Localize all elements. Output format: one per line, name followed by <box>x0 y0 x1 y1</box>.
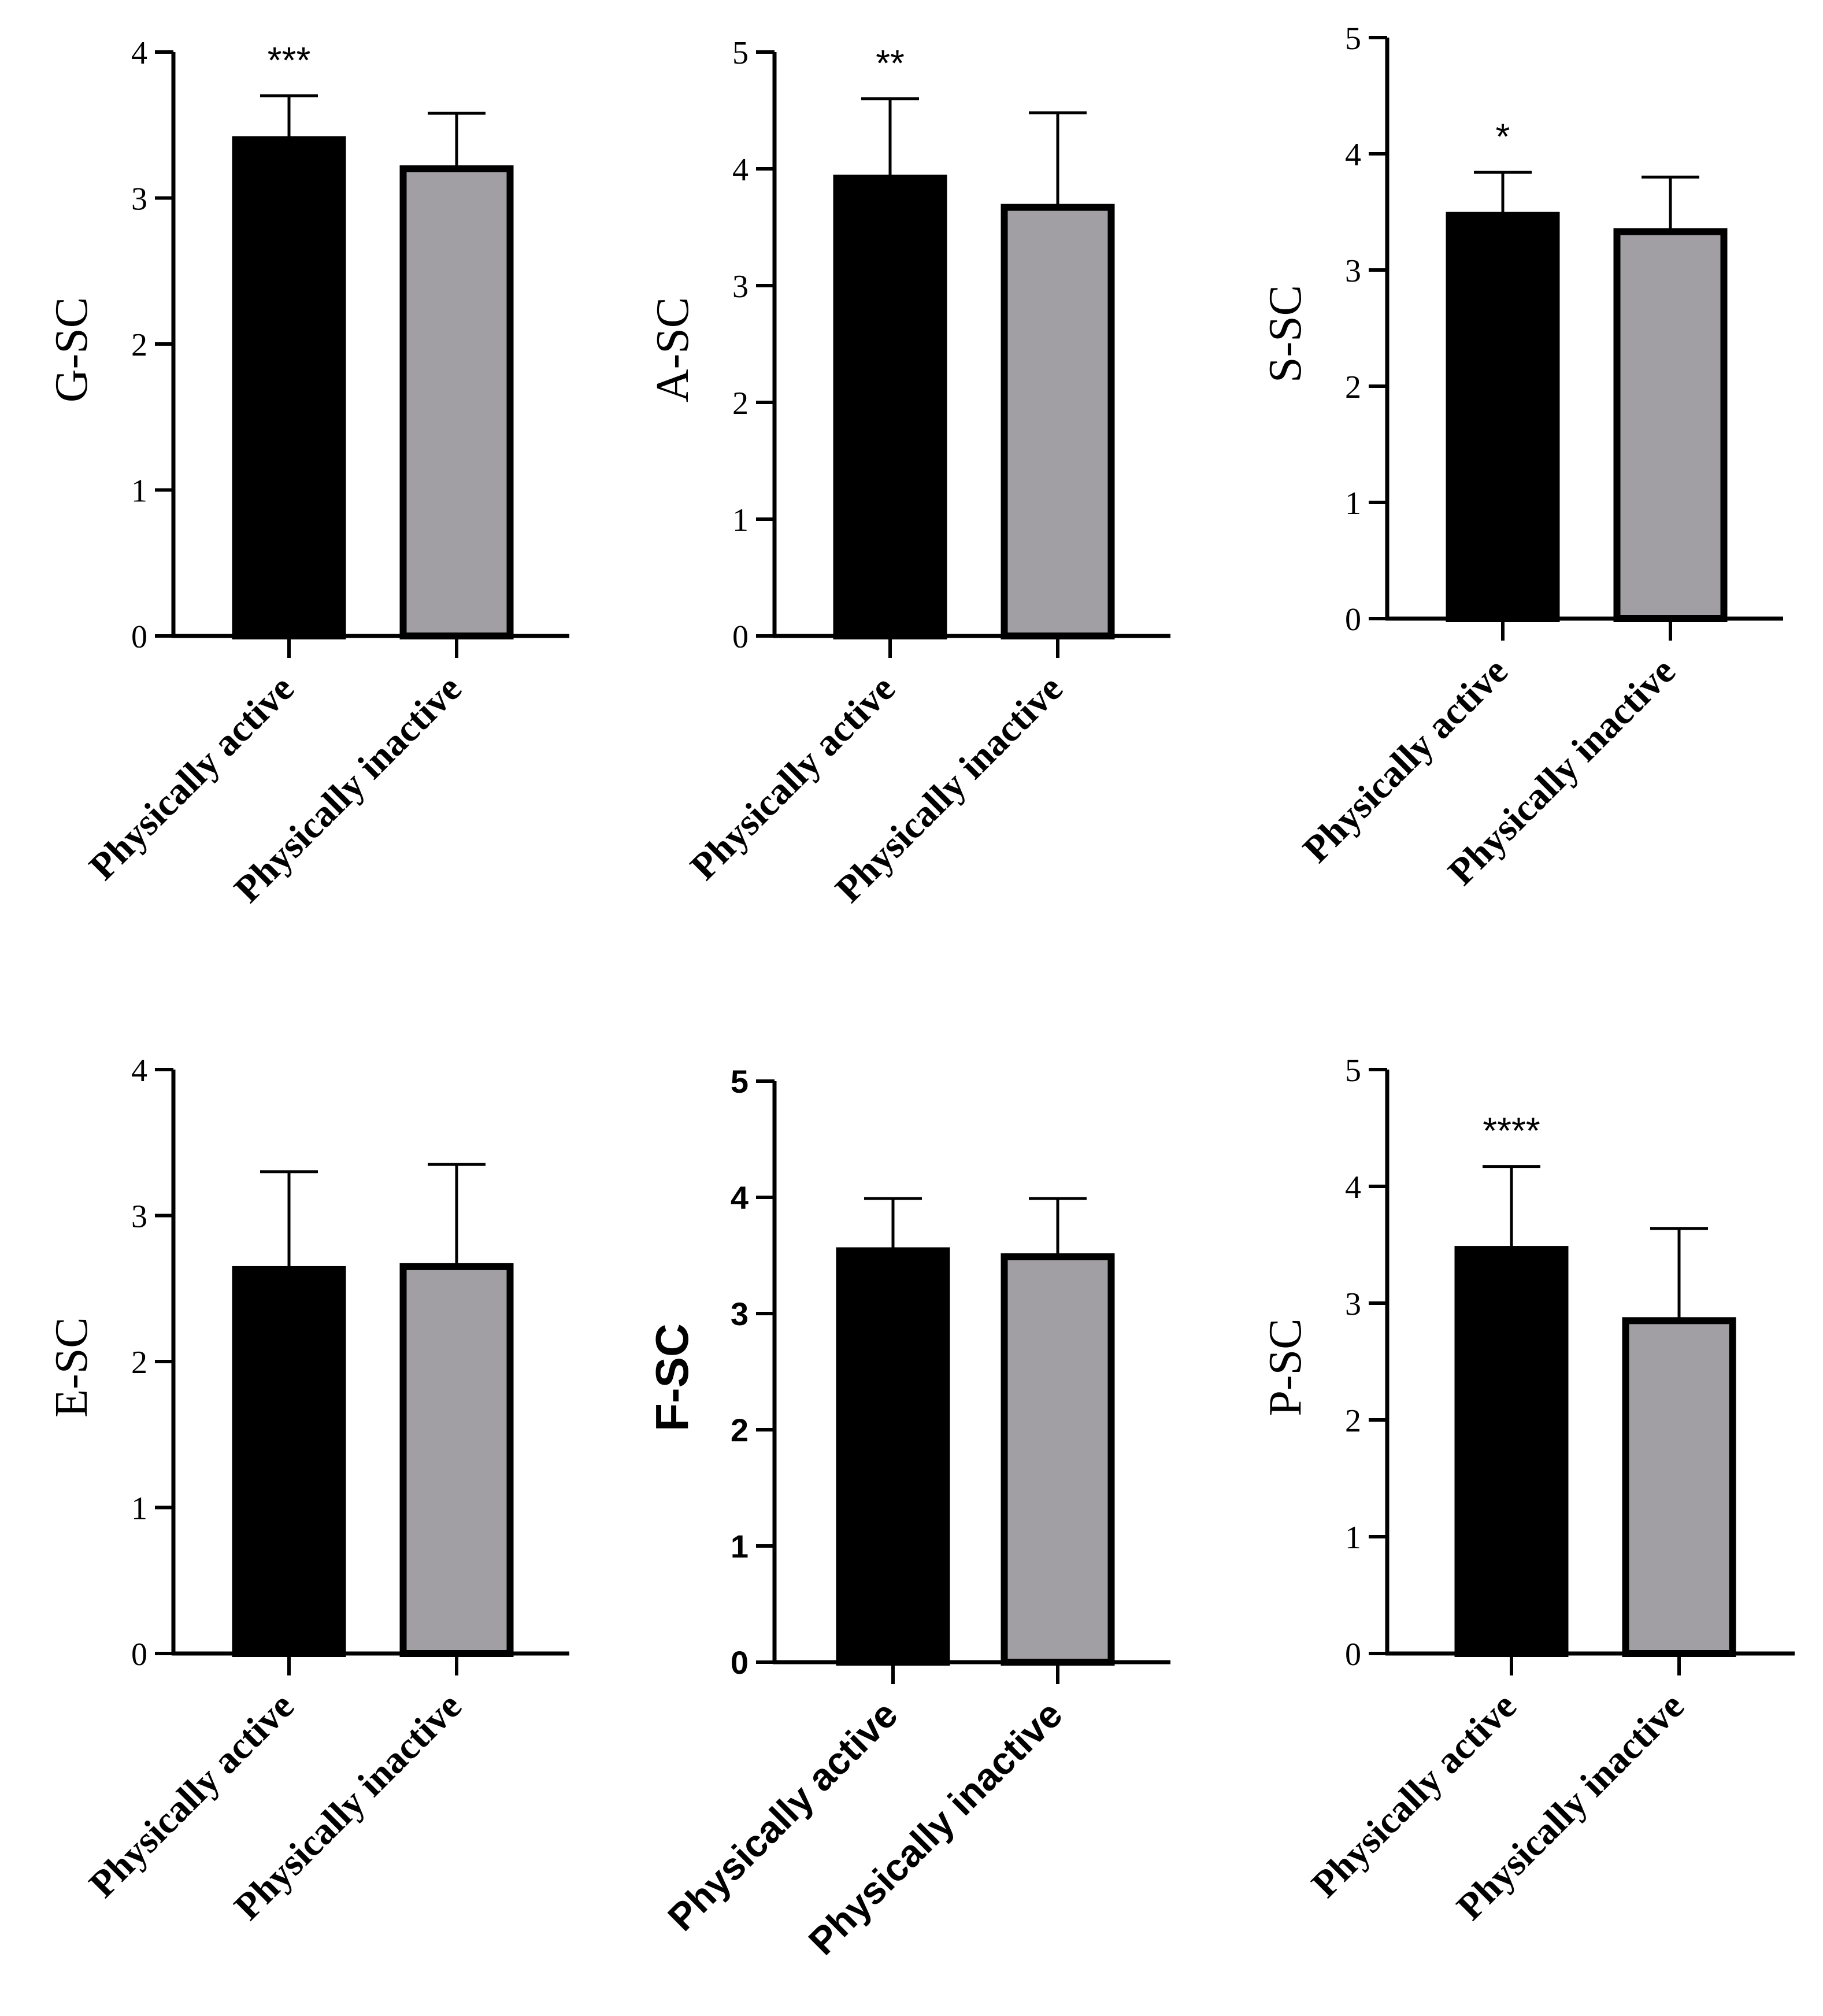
y-axis-label: E-SC <box>46 1317 97 1417</box>
y-tick-label: 2 <box>1345 369 1361 405</box>
significance-marker: ** <box>876 42 905 84</box>
y-axis-label: P-SC <box>1260 1319 1311 1416</box>
bar-physically-inactive <box>1001 1253 1115 1666</box>
bar-physically-inactive <box>1613 228 1728 623</box>
y-tick-label: 5 <box>731 1063 749 1100</box>
y-tick-label: 2 <box>131 1345 147 1381</box>
y-tick-label: 5 <box>1345 21 1361 57</box>
y-tick-label: 1 <box>131 1491 147 1527</box>
y-tick-label: 0 <box>131 619 147 655</box>
bar-physically-active <box>232 1266 346 1658</box>
y-tick-label: 3 <box>732 269 749 305</box>
y-tick-label: 1 <box>131 474 147 509</box>
y-axis-label: A-SC <box>647 297 698 402</box>
significance-marker: *** <box>268 39 311 81</box>
y-tick-label: 0 <box>1345 1637 1361 1673</box>
y-tick-label: 0 <box>131 1637 147 1673</box>
y-tick-label: 0 <box>1345 602 1361 638</box>
bar-physically-inactive <box>399 165 514 639</box>
y-tick-label: 0 <box>732 619 749 655</box>
y-tick-label: 1 <box>1345 486 1361 521</box>
bar-physically-inactive <box>1622 1317 1736 1658</box>
y-tick-label: 4 <box>131 1053 147 1089</box>
y-tick-label: 1 <box>1345 1520 1361 1556</box>
y-tick-label: 2 <box>1345 1403 1361 1439</box>
bar-physically-active <box>1446 212 1560 622</box>
y-tick-label: 5 <box>732 35 749 71</box>
y-tick-label: 4 <box>731 1179 749 1216</box>
y-tick-label: 4 <box>1345 137 1361 173</box>
y-tick-label: 3 <box>731 1296 749 1332</box>
bar-physically-inactive <box>1001 204 1115 640</box>
y-tick-label: 4 <box>131 35 147 71</box>
y-tick-label: 3 <box>131 182 147 217</box>
y-tick-label: 0 <box>731 1644 749 1681</box>
y-tick-label: 2 <box>732 386 749 421</box>
y-tick-label: 1 <box>731 1528 749 1564</box>
y-tick-label: 3 <box>1345 253 1361 289</box>
bar-physically-active <box>833 175 947 640</box>
bar-physically-active <box>836 1247 950 1666</box>
y-tick-label: 3 <box>131 1199 147 1235</box>
y-tick-label: 2 <box>731 1412 749 1448</box>
bar-physically-active <box>1454 1246 1569 1658</box>
significance-marker: * <box>1496 116 1510 157</box>
y-tick-label: 4 <box>732 152 749 188</box>
significance-marker: **** <box>1483 1110 1540 1152</box>
bar-physically-active <box>232 136 346 639</box>
y-tick-label: 2 <box>131 327 147 363</box>
y-tick-label: 1 <box>732 502 749 538</box>
bar-physically-inactive <box>399 1263 514 1657</box>
y-tick-label: 5 <box>1345 1053 1361 1089</box>
y-axis-label: G-SC <box>46 297 97 402</box>
y-tick-label: 4 <box>1345 1170 1361 1205</box>
y-tick-label: 3 <box>1345 1286 1361 1322</box>
y-axis-label: F-SC <box>646 1323 698 1431</box>
y-axis-label: S-SC <box>1260 285 1311 383</box>
